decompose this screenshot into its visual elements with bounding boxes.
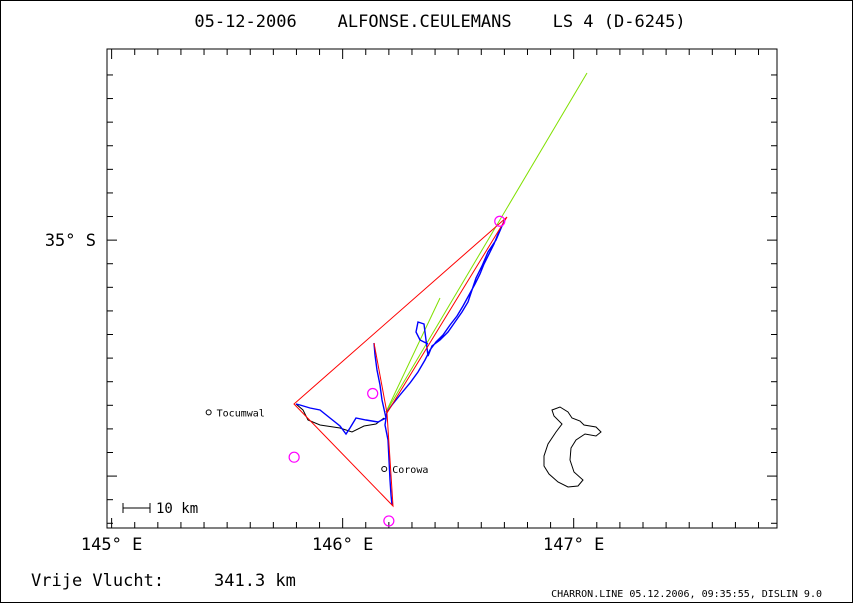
place-label: Corowa — [392, 465, 428, 476]
task-outline — [293, 216, 508, 508]
place-marker — [205, 409, 212, 416]
plot-frame — [106, 48, 778, 529]
turnpoint-circle — [288, 451, 300, 463]
turnpoint-circle — [367, 387, 379, 400]
scale-bar-label: 10 km — [156, 501, 198, 517]
green-lines — [385, 72, 588, 413]
turnpoint-circle — [383, 515, 395, 527]
ground-track — [295, 403, 385, 433]
place-marker — [381, 466, 388, 473]
green-line-short — [385, 297, 441, 413]
place-markers: Tocumwal Corowa — [205, 408, 428, 476]
x-axis-label: 146° E — [312, 535, 373, 555]
distance-label: Vrije Vlucht: — [31, 571, 164, 591]
scale-bar — [122, 503, 151, 513]
lake-outline — [543, 406, 602, 488]
green-line-long — [385, 72, 588, 413]
flight-track — [295, 218, 506, 506]
turnpoint-markers — [288, 215, 506, 527]
map-title: 05-12-2006 ALFONSE.CEULEMANS LS 4 (D-624… — [194, 12, 685, 32]
distance-value: 341.3 km — [214, 571, 296, 591]
axis-ticks — [107, 49, 777, 528]
y-axis-labels: 35° S — [45, 231, 96, 251]
turnpoint-circle — [494, 215, 506, 227]
x-axis-label: 145° E — [81, 535, 142, 555]
y-axis-label: 35° S — [45, 231, 96, 251]
place-label: Tocumwal — [217, 408, 265, 419]
x-axis-labels: 145° E 146° E 147° E — [81, 535, 604, 555]
x-axis-label: 147° E — [543, 535, 604, 555]
footer-info: CHARRON.LINE 05.12.2006, 09:35:55, DISLI… — [551, 589, 822, 600]
task-polygon — [293, 216, 508, 508]
